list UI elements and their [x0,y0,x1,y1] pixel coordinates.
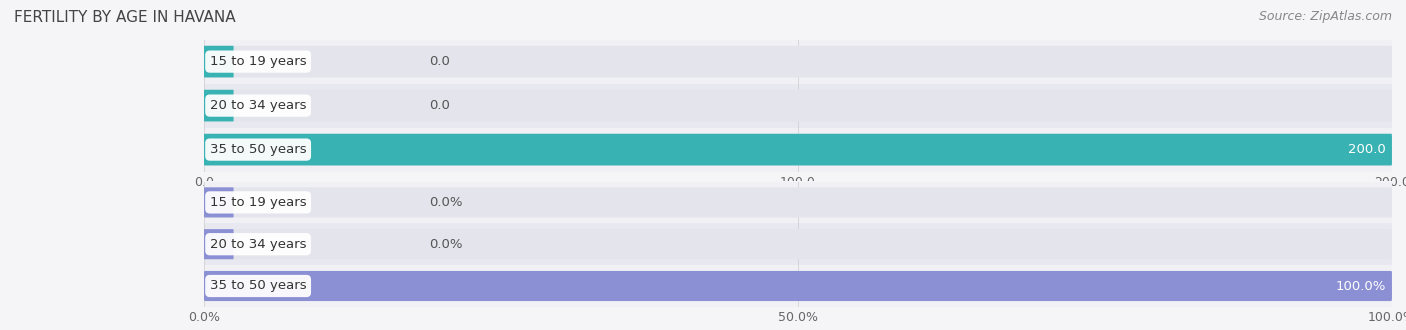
FancyBboxPatch shape [204,134,1392,165]
Text: 200.0: 200.0 [1348,143,1386,156]
Text: 35 to 50 years: 35 to 50 years [209,280,307,292]
FancyBboxPatch shape [204,46,1392,78]
Text: 0.0: 0.0 [430,99,450,112]
Text: 15 to 19 years: 15 to 19 years [209,55,307,68]
FancyBboxPatch shape [204,46,233,78]
Text: 20 to 34 years: 20 to 34 years [209,99,307,112]
Text: 0.0%: 0.0% [430,238,463,251]
FancyBboxPatch shape [202,83,1393,128]
FancyBboxPatch shape [204,271,1392,301]
Text: FERTILITY BY AGE IN HAVANA: FERTILITY BY AGE IN HAVANA [14,10,236,25]
FancyBboxPatch shape [204,229,1392,259]
FancyBboxPatch shape [202,128,1393,172]
Text: 15 to 19 years: 15 to 19 years [209,196,307,209]
FancyBboxPatch shape [204,134,1392,165]
FancyBboxPatch shape [202,40,1393,83]
FancyBboxPatch shape [202,223,1393,265]
Text: 0.0%: 0.0% [430,196,463,209]
Text: Source: ZipAtlas.com: Source: ZipAtlas.com [1258,10,1392,23]
Text: 20 to 34 years: 20 to 34 years [209,238,307,251]
FancyBboxPatch shape [204,90,233,121]
Text: 100.0%: 100.0% [1336,280,1386,292]
Text: 0.0: 0.0 [430,55,450,68]
FancyBboxPatch shape [202,265,1393,307]
FancyBboxPatch shape [204,90,1392,121]
Text: 35 to 50 years: 35 to 50 years [209,143,307,156]
FancyBboxPatch shape [202,182,1393,223]
FancyBboxPatch shape [204,229,233,259]
FancyBboxPatch shape [204,187,233,217]
FancyBboxPatch shape [204,271,1392,301]
FancyBboxPatch shape [204,187,1392,217]
